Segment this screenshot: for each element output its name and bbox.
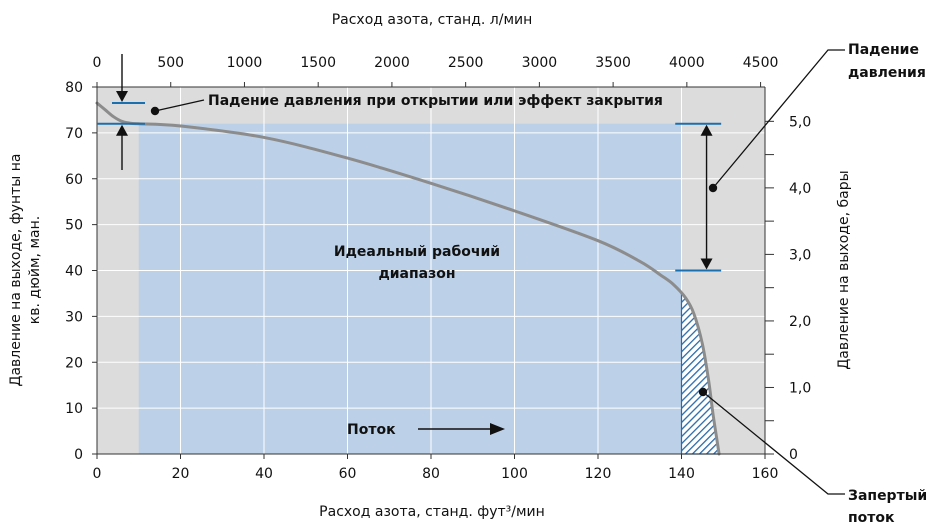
x-top-tick-label: 500: [157, 55, 184, 71]
x-tick-label: 160: [752, 466, 779, 482]
y-axis-right-title: Давление на выходе, бары: [836, 170, 852, 369]
y-tick-label: 10: [65, 401, 83, 417]
y-right-tick-label: 0: [789, 447, 798, 463]
y-tick-label: 60: [65, 172, 83, 188]
y-right-tick-label: 5,0: [789, 114, 811, 130]
x-top-tick-label: 2500: [448, 55, 484, 71]
y-tick-label: 50: [65, 218, 83, 234]
y-right-tick-label: 3,0: [789, 247, 811, 263]
y-tick-label: 40: [65, 264, 83, 280]
y-right-tick-label: 4,0: [789, 181, 811, 197]
choked-flow-label-line2: поток: [848, 510, 895, 526]
ideal-range-label-line2: диапазон: [378, 266, 455, 282]
x-top-tick-label: 1500: [300, 55, 336, 71]
x-tick-label: 0: [93, 466, 102, 482]
x-tick-label: 60: [339, 466, 357, 482]
droop-arrow-up-icon: [116, 124, 128, 136]
y-axis-left-title-line1: Давление на выходе, фунты на: [8, 154, 24, 387]
y-axis-left-title-line2: кв. дюйм, ман.: [27, 216, 43, 324]
y-right-tick-label: 1,0: [789, 380, 811, 396]
x-tick-label: 100: [501, 466, 528, 482]
axes: 0 20 40 60 80 100 120 140 160 0 10 20 30 40 50 60 70 80 0 5…: [65, 55, 811, 482]
x-tick-label: 140: [668, 466, 695, 482]
x-top-tick-label: 0: [93, 55, 102, 71]
pressure-drop-label-line2: давления: [848, 65, 926, 81]
x-top-tick-label: 3000: [522, 55, 558, 71]
y-tick-label: 30: [65, 309, 83, 325]
flow-arrow-icon: [490, 423, 505, 435]
y-tick-label: 0: [74, 447, 83, 463]
pressure-drop-leader-line: [712, 49, 845, 189]
x-top-tick-label: 3500: [595, 55, 631, 71]
droop-annotation: Падение давления при открытии или эффект…: [208, 93, 663, 109]
x-tick-label: 80: [422, 466, 440, 482]
y-tick-label: 80: [65, 80, 83, 96]
droop-leader-line: [154, 99, 205, 112]
flow-label: Поток: [347, 422, 396, 438]
pressure-drop-arrow-up-icon: [700, 124, 713, 136]
pressure-drop-arrow-down-icon: [700, 258, 713, 270]
droop-leader-dot: [150, 106, 160, 116]
x-top-tick-label: 4500: [743, 55, 779, 71]
pressure-drop-label-line1: Падение: [848, 42, 919, 58]
choked-flow-leader-line: [702, 391, 845, 495]
x-top-tick-label: 4000: [669, 55, 705, 71]
x-tick-label: 20: [172, 466, 190, 482]
y-right-tick-label: 2,0: [789, 314, 811, 330]
x-tick-label: 120: [585, 466, 612, 482]
annotation-graphics: [97, 49, 845, 495]
x-axis-bottom-title: Расход азота, станд. фут³/мин: [319, 504, 545, 520]
x-top-tick-label: 2000: [374, 55, 410, 71]
x-tick-label: 40: [255, 466, 273, 482]
x-axis-top-title: Расход азота, станд. л/мин: [332, 12, 533, 28]
droop-arrow-down-icon: [116, 91, 128, 103]
ideal-operating-region: [138, 123, 682, 454]
x-top-tick-label: 1000: [227, 55, 263, 71]
y-tick-label: 70: [65, 126, 83, 142]
choked-flow-label-line1: Запертый: [848, 488, 927, 504]
ideal-range-label-line1: Идеальный рабочий: [334, 244, 500, 260]
y-tick-label: 20: [65, 355, 83, 371]
